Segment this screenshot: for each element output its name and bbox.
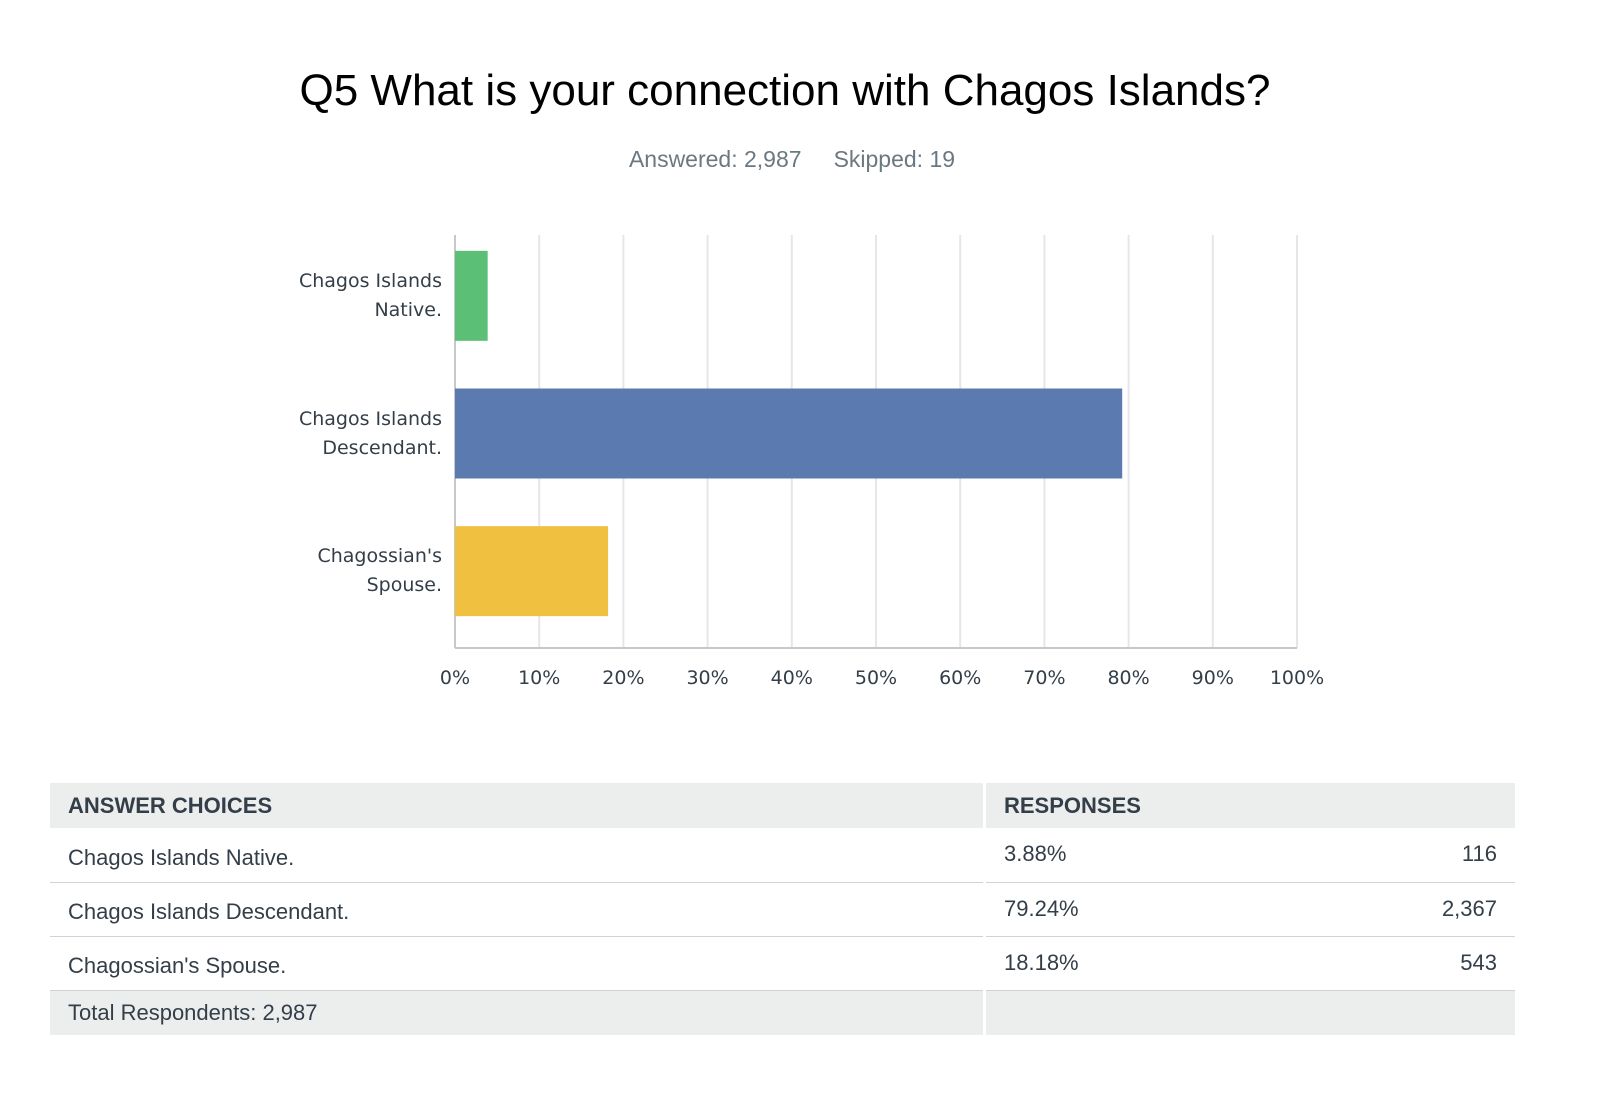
count: 543 <box>1277 936 1515 991</box>
response-table: ANSWER CHOICES RESPONSES Chagos Islands … <box>50 783 1515 1035</box>
x-tick-label: 20% <box>602 667 644 689</box>
x-tick-label: 80% <box>1107 667 1149 689</box>
bar <box>455 526 609 617</box>
y-tick-label: Chagos Islands Native. <box>298 269 442 321</box>
total-blank <box>983 990 1515 1035</box>
bar <box>455 388 1123 479</box>
percent: 3.88% <box>983 828 1278 883</box>
count: 2,367 <box>1277 882 1515 937</box>
y-tick-label: Chagos Islands Descendant. <box>298 407 442 459</box>
subtitle: Answered: 2,987 Skipped: 19 <box>0 146 1584 173</box>
chart: 0% 10% 20% 30% 40% 50% 60% 70% 80% 90% 100% <box>440 235 1324 689</box>
table-row: Chagos Islands Descendant. 79.24% 2,367 <box>50 882 1515 937</box>
table-row: Chagos Islands Native. 3.88% 116 <box>50 828 1515 883</box>
table-row: Chagossian's Spouse. 18.18% 543 <box>50 936 1515 991</box>
x-tick-label: 100% <box>1270 667 1324 689</box>
header: ANSWER CHOICES <box>50 783 985 828</box>
count: 116 <box>1277 828 1515 883</box>
header-row: ANSWER CHOICES RESPONSES <box>50 783 1515 828</box>
x-tick-label: 10% <box>518 667 560 689</box>
x-tick-label: 70% <box>1023 667 1065 689</box>
total-row: Total Respondents: 2,987 <box>50 990 1515 1035</box>
total: Total Respondents: 2,987 <box>50 990 985 1035</box>
x-tick-label: 40% <box>771 667 813 689</box>
x-tick-label: 60% <box>939 667 981 689</box>
percent: 18.18% <box>983 936 1278 991</box>
percent: 79.24% <box>983 882 1278 937</box>
chart-title: Q5 What is your connection with Chagos I… <box>299 66 1271 115</box>
x-tick-label: 90% <box>1192 667 1234 689</box>
x-tick-label: 30% <box>686 667 728 689</box>
skipped: Skipped: 19 <box>833 146 956 172</box>
answered: Answered: 2,987 <box>628 146 802 172</box>
answer-choice: Chagos Islands Native. <box>50 828 985 883</box>
x-tick-label: 0% <box>440 667 470 689</box>
x-tick-label: 50% <box>855 667 897 689</box>
bar <box>455 250 488 341</box>
y-tick-label: Chagossian's Spouse. <box>317 545 442 597</box>
answer-choice: Chagossian's Spouse. <box>50 936 985 991</box>
answer-choice: Chagos Islands Descendant. <box>50 882 985 937</box>
header: RESPONSES <box>983 783 1515 828</box>
